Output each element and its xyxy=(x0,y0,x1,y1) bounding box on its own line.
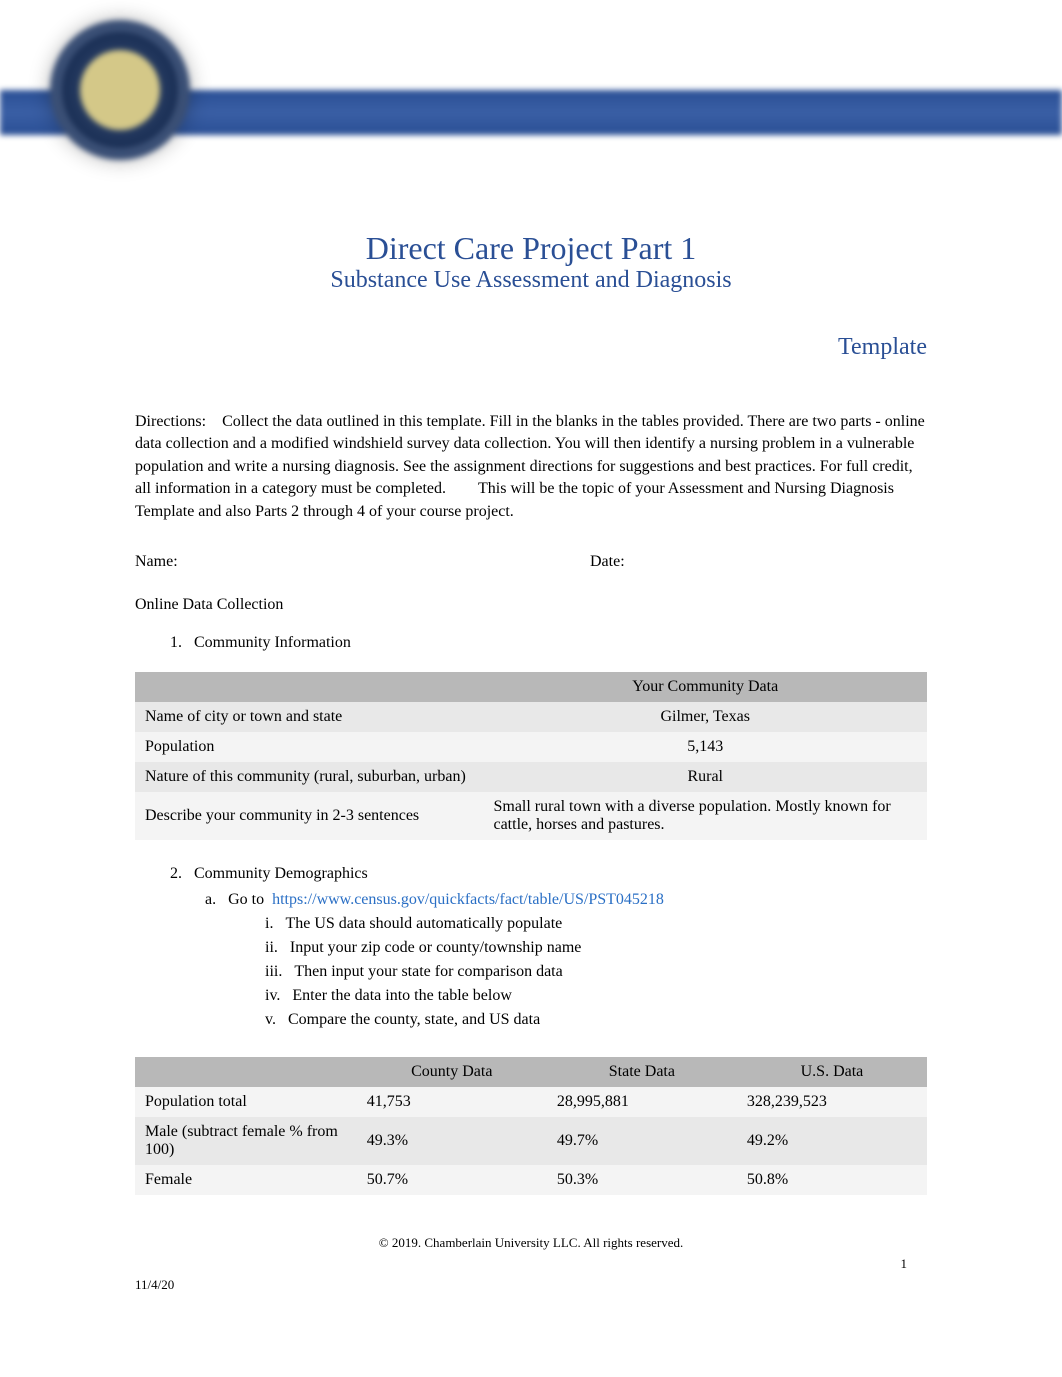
table1-row0-label: Name of city or town and state xyxy=(135,702,483,732)
census-link[interactable]: https://www.census.gov/quickfacts/fact/t… xyxy=(272,891,664,908)
online-data-heading: Online Data Collection xyxy=(135,596,927,614)
main-title: Direct Care Project Part 1 xyxy=(135,230,927,267)
template-label: Template xyxy=(135,334,927,361)
document-content: Direct Care Project Part 1 Substance Use… xyxy=(0,230,1062,1333)
table2-row0-us: 328,239,523 xyxy=(737,1087,927,1117)
roman-i: i. The US data should automatically popu… xyxy=(265,912,927,936)
table1-row3-label: Describe your community in 2-3 sentences xyxy=(135,792,483,840)
table2-header-3: U.S. Data xyxy=(737,1057,927,1087)
table1-header-empty xyxy=(135,672,483,702)
item-2-sublist: a. Go to https://www.census.gov/quickfac… xyxy=(205,888,927,1032)
header-banner xyxy=(0,0,1062,200)
demographics-table: County Data State Data U.S. Data Populat… xyxy=(135,1057,927,1195)
item-2: 2. Community Demographics xyxy=(170,865,927,883)
table1-row1-value: 5,143 xyxy=(483,732,927,762)
table-row: Population 5,143 xyxy=(135,732,927,762)
subtitle: Substance Use Assessment and Diagnosis xyxy=(135,267,927,294)
item-1-label: Community Information xyxy=(194,634,351,651)
table2-header-0 xyxy=(135,1057,357,1087)
date-stamp: 11/4/20 xyxy=(135,1277,927,1293)
table1-row0-value: Gilmer, Texas xyxy=(483,702,927,732)
name-field-label: Name: xyxy=(135,553,590,571)
table1-header-data: Your Community Data xyxy=(483,672,927,702)
table1-row1-label: Population xyxy=(135,732,483,762)
item-2-number: 2. xyxy=(170,865,182,882)
sub-a: a. Go to https://www.census.gov/quickfac… xyxy=(205,888,927,912)
table2-row0-label: Population total xyxy=(135,1087,357,1117)
table-row: Describe your community in 2-3 sentences… xyxy=(135,792,927,840)
table2-row1-state: 49.7% xyxy=(547,1117,737,1165)
table-row: Female 50.7% 50.3% 50.8% xyxy=(135,1165,927,1195)
table2-row2-us: 50.8% xyxy=(737,1165,927,1195)
community-info-table: Your Community Data Name of city or town… xyxy=(135,672,927,840)
directions-paragraph: Directions: Collect the data outlined in… xyxy=(135,411,927,523)
roman-v: v. Compare the county, state, and US dat… xyxy=(265,1008,927,1032)
table-row: Name of city or town and state Gilmer, T… xyxy=(135,702,927,732)
copyright-footer: © 2019. Chamberlain University LLC. All … xyxy=(135,1235,927,1251)
item-2-label: Community Demographics xyxy=(194,865,368,882)
table2-header-2: State Data xyxy=(547,1057,737,1087)
sub-a-label: a. xyxy=(205,891,216,908)
table2-row2-county: 50.7% xyxy=(357,1165,547,1195)
table1-row2-value: Rural xyxy=(483,762,927,792)
roman-ii: ii. Input your zip code or county/townsh… xyxy=(265,936,927,960)
table2-row1-county: 49.3% xyxy=(357,1117,547,1165)
table-row: Nature of this community (rural, suburba… xyxy=(135,762,927,792)
table-row: Male (subtract female % from 100) 49.3% … xyxy=(135,1117,927,1165)
table1-row3-value: Small rural town with a diverse populati… xyxy=(483,792,927,840)
table2-header-1: County Data xyxy=(357,1057,547,1087)
table2-row0-state: 28,995,881 xyxy=(547,1087,737,1117)
university-seal-icon xyxy=(50,20,190,160)
name-date-row: Name: Date: xyxy=(135,553,927,571)
item-1: 1. Community Information xyxy=(170,634,927,652)
roman-iii: iii. Then input your state for compariso… xyxy=(265,960,927,984)
table2-row2-label: Female xyxy=(135,1165,357,1195)
table2-row2-state: 50.3% xyxy=(547,1165,737,1195)
table2-row1-label: Male (subtract female % from 100) xyxy=(135,1117,357,1165)
item-1-number: 1. xyxy=(170,634,182,651)
date-field-label: Date: xyxy=(590,553,927,571)
table1-row2-label: Nature of this community (rural, suburba… xyxy=(135,762,483,792)
table2-row0-county: 41,753 xyxy=(357,1087,547,1117)
table-row: Population total 41,753 28,995,881 328,2… xyxy=(135,1087,927,1117)
directions-label: Directions: xyxy=(135,413,206,430)
sub-a-text: Go to xyxy=(228,891,268,908)
seal-inner-icon xyxy=(80,50,160,130)
title-section: Direct Care Project Part 1 Substance Use… xyxy=(135,230,927,294)
roman-iv: iv. Enter the data into the table below xyxy=(265,984,927,1008)
page-number: 1 xyxy=(135,1256,927,1272)
table2-row1-us: 49.2% xyxy=(737,1117,927,1165)
